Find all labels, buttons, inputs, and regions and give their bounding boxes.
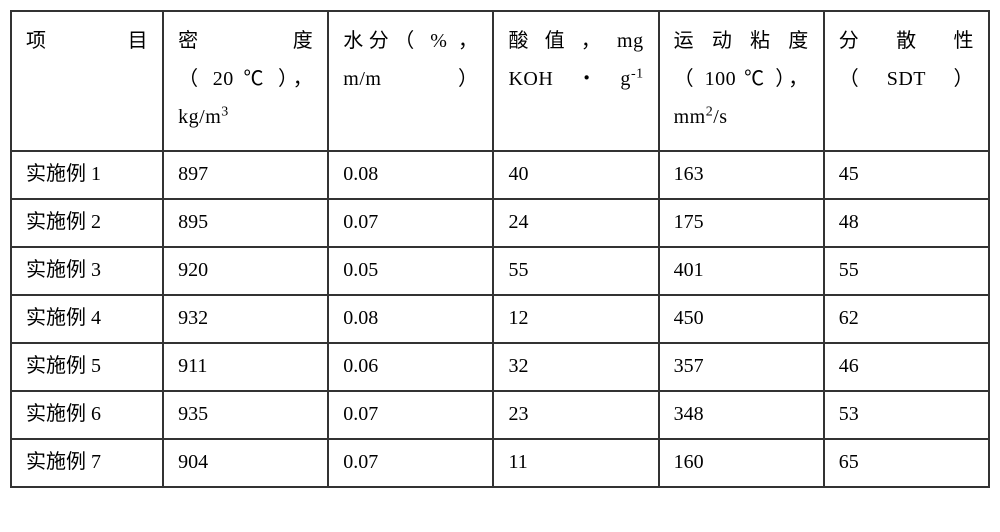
cell-density: 932: [163, 295, 328, 343]
table-header-row: 项目 密 度（ 20 ℃ ），kg/m3 水分（ % ，m/m） 酸 值 ， m…: [11, 11, 989, 151]
table-body: 实施例 18970.084016345实施例 28950.072417548实施…: [11, 151, 989, 487]
cell-density: 895: [163, 199, 328, 247]
cell-acid: 24: [493, 199, 658, 247]
cell-sdt: 55: [824, 247, 989, 295]
cell-project: 实施例 2: [11, 199, 163, 247]
col-header-viscosity: 运 动 粘 度（ 100 ℃ ），mm2/s: [659, 11, 824, 151]
cell-sdt: 65: [824, 439, 989, 487]
cell-viscosity: 357: [659, 343, 824, 391]
table-row: 实施例 39200.055540155: [11, 247, 989, 295]
cell-sdt: 45: [824, 151, 989, 199]
cell-moisture: 0.06: [328, 343, 493, 391]
table-row: 实施例 79040.071116065: [11, 439, 989, 487]
cell-acid: 11: [493, 439, 658, 487]
cell-viscosity: 450: [659, 295, 824, 343]
table-row: 实施例 18970.084016345: [11, 151, 989, 199]
cell-project: 实施例 3: [11, 247, 163, 295]
cell-density: 897: [163, 151, 328, 199]
cell-density: 920: [163, 247, 328, 295]
cell-project: 实施例 1: [11, 151, 163, 199]
cell-acid: 40: [493, 151, 658, 199]
table-row: 实施例 28950.072417548: [11, 199, 989, 247]
cell-sdt: 46: [824, 343, 989, 391]
cell-moisture: 0.07: [328, 199, 493, 247]
cell-acid: 23: [493, 391, 658, 439]
col-header-acid: 酸 值 ， mgKOH・g-1: [493, 11, 658, 151]
cell-density: 911: [163, 343, 328, 391]
cell-project: 实施例 7: [11, 439, 163, 487]
cell-moisture: 0.08: [328, 151, 493, 199]
cell-acid: 12: [493, 295, 658, 343]
cell-sdt: 62: [824, 295, 989, 343]
table-row: 实施例 49320.081245062: [11, 295, 989, 343]
cell-acid: 32: [493, 343, 658, 391]
cell-project: 实施例 6: [11, 391, 163, 439]
table-row: 实施例 69350.072334853: [11, 391, 989, 439]
table-row: 实施例 59110.063235746: [11, 343, 989, 391]
cell-moisture: 0.07: [328, 439, 493, 487]
cell-moisture: 0.05: [328, 247, 493, 295]
cell-acid: 55: [493, 247, 658, 295]
cell-density: 904: [163, 439, 328, 487]
cell-viscosity: 401: [659, 247, 824, 295]
col-header-density: 密 度（ 20 ℃ ），kg/m3: [163, 11, 328, 151]
col-header-moisture: 水分（ % ，m/m）: [328, 11, 493, 151]
cell-viscosity: 175: [659, 199, 824, 247]
cell-viscosity: 163: [659, 151, 824, 199]
cell-sdt: 53: [824, 391, 989, 439]
cell-project: 实施例 5: [11, 343, 163, 391]
data-table: 项目 密 度（ 20 ℃ ），kg/m3 水分（ % ，m/m） 酸 值 ， m…: [10, 10, 990, 488]
cell-sdt: 48: [824, 199, 989, 247]
cell-moisture: 0.08: [328, 295, 493, 343]
col-header-sdt: 分 散 性（SDT）: [824, 11, 989, 151]
cell-project: 实施例 4: [11, 295, 163, 343]
cell-viscosity: 348: [659, 391, 824, 439]
col-header-project: 项目: [11, 11, 163, 151]
cell-moisture: 0.07: [328, 391, 493, 439]
cell-density: 935: [163, 391, 328, 439]
cell-viscosity: 160: [659, 439, 824, 487]
